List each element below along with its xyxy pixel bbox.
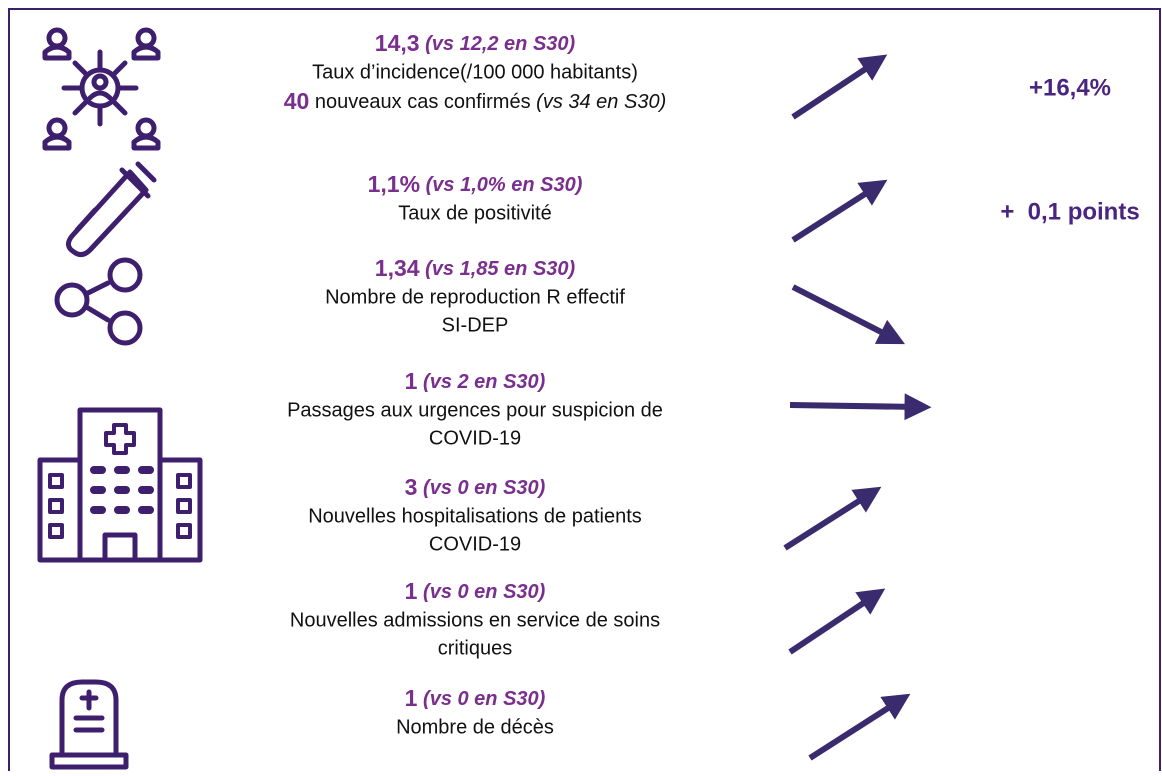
metric-comparison: (vs 12,2 en S30) (425, 33, 575, 55)
metric-label: Taux de positivité (398, 202, 551, 224)
trend-arrow (808, 693, 911, 761)
metric-value: 3 (405, 474, 418, 500)
trend-arrow (791, 54, 888, 120)
metric-comparison: (vs 0 en S30) (423, 688, 546, 710)
trend-arrow (791, 284, 906, 345)
virus-people-icon (42, 27, 161, 151)
extra-comparison: (vs 34 en S30) (536, 91, 666, 113)
metric-comparison: (vs 2 en S30) (423, 371, 546, 393)
trend-arrow (789, 393, 932, 421)
reproduction-icon (54, 257, 143, 346)
trend-arrow (788, 588, 886, 655)
metric-value: 1 (405, 368, 418, 394)
hospital-icon (37, 407, 203, 563)
metric-label: Nombre de décès (396, 716, 554, 738)
trend-arrows (783, 54, 932, 761)
metric-extra: 40 nouveaux cas confirmés (vs 34 en S30) (284, 88, 666, 114)
metric-headline: 14,3 (vs 12,2 en S30) (375, 30, 576, 56)
grave-icon (49, 679, 129, 770)
metric-label: SI-DEP (442, 314, 509, 336)
metric-comparison: (vs 0 en S30) (423, 581, 546, 603)
metric-headline: 1 (vs 0 en S30) (405, 685, 546, 711)
metric-comparison: (vs 1,0% en S30) (426, 174, 583, 196)
test-tube-icon (66, 161, 157, 258)
metric-label: COVID-19 (429, 427, 521, 449)
metric-value: 1,1% (368, 171, 420, 197)
metric-label: Taux d’incidence(/100 000 habitants) (312, 61, 638, 83)
extra-value: 40 (284, 88, 310, 114)
metric-headline: 3 (vs 0 en S30) (405, 474, 546, 500)
metric-comparison: (vs 1,85 en S30) (425, 258, 575, 280)
metric-headline: 1,1% (vs 1,0% en S30) (368, 171, 583, 197)
metric-headline: 1,34 (vs 1,85 en S30) (375, 255, 576, 281)
metric-headline: 1 (vs 0 en S30) (405, 578, 546, 604)
extra-text: nouveaux cas confirmés (315, 91, 531, 113)
metric-label: critiques (438, 637, 512, 659)
metric-label: Nouvelles admissions en service de soins (290, 609, 660, 631)
metric-change: + 0,1 points (1000, 198, 1139, 225)
metric-label: Passages aux urgences pour suspicion de (287, 399, 663, 421)
metric-value: 1 (405, 685, 418, 711)
trend-arrow (783, 486, 882, 551)
metric-value: 14,3 (375, 30, 420, 56)
metric-label: Nombre de reproduction R effectif (325, 286, 625, 308)
metric-label: Nouvelles hospitalisations de patients (308, 505, 642, 527)
trend-arrow (791, 179, 888, 243)
metric-value: 1,34 (375, 255, 420, 281)
metric-headline: 1 (vs 2 en S30) (405, 368, 546, 394)
metric-comparison: (vs 0 en S30) (423, 477, 546, 499)
metric-change: +16,4% (1029, 74, 1111, 101)
frame (8, 8, 1161, 771)
metric-value: 1 (405, 578, 418, 604)
metric-label: COVID-19 (429, 533, 521, 555)
